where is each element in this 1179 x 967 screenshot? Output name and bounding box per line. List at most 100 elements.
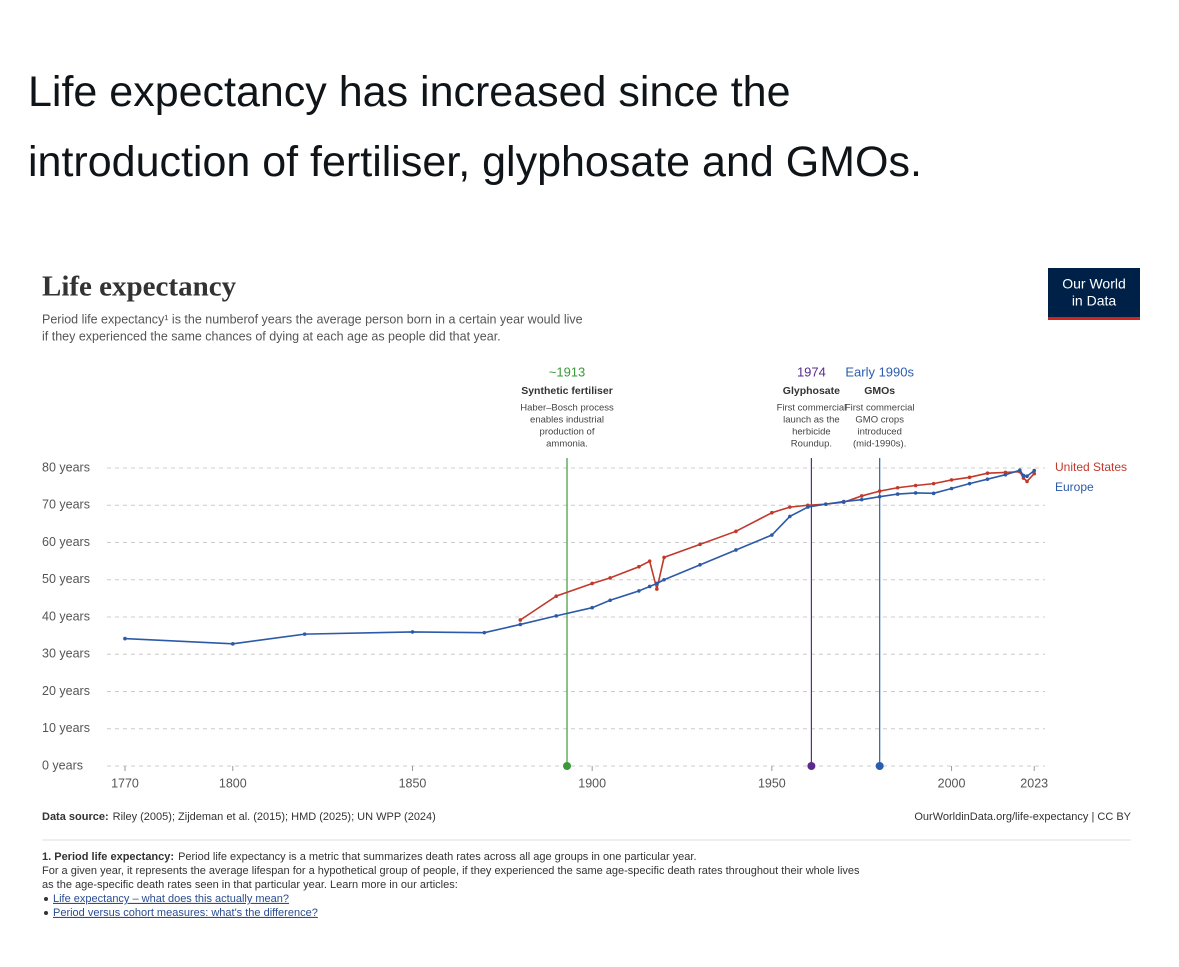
- footnote-text: For a given year, it represents the aver…: [42, 865, 860, 877]
- x-tick-label: 1770: [111, 776, 139, 790]
- annotation-title: GMOs: [864, 385, 895, 397]
- point: [895, 492, 900, 496]
- point: [967, 475, 972, 480]
- point: [949, 478, 954, 482]
- point: [698, 542, 702, 547]
- post-text: Life expectancy has increased since the: [28, 68, 791, 116]
- post-text: introduction of fertiliser, glyphosate a…: [28, 138, 922, 186]
- point: [985, 471, 990, 476]
- point: [518, 622, 523, 627]
- point: [931, 481, 936, 486]
- annotation-text: launch as the: [783, 415, 840, 426]
- footnote: 1. Period life expectancy: Period life ex…: [42, 851, 697, 863]
- annotation-text: enables industrial: [530, 415, 604, 426]
- point: [518, 618, 523, 622]
- point: [1003, 472, 1008, 477]
- point: [647, 584, 652, 589]
- point: [647, 559, 652, 563]
- y-tick-label: 20 years: [42, 684, 90, 698]
- legend-label: United States: [1055, 460, 1127, 474]
- source: Data source: Riley (2005); Zijdeman et al…: [42, 811, 436, 823]
- footnote-text: Period life expectancy is a metric that …: [178, 851, 696, 863]
- annotation-text: introduced: [857, 427, 901, 438]
- annotation-label: ~1913: [549, 364, 586, 379]
- footnote-text: as the age-specific death rates seen in …: [42, 879, 458, 891]
- point: [967, 481, 972, 486]
- point: [590, 581, 594, 586]
- annotation-text: production of: [540, 427, 595, 438]
- annotation-label: Early 1990s: [845, 364, 914, 379]
- logo-text: Our World: [1062, 276, 1126, 292]
- point: [913, 491, 918, 495]
- x-tick-label: 2000: [938, 776, 966, 790]
- annotation-title: Glyphosate: [783, 385, 840, 397]
- point: [655, 587, 659, 591]
- point: [1032, 471, 1037, 476]
- point: [770, 533, 774, 537]
- annotation-text: (mid-1990s).: [853, 439, 906, 450]
- point: [554, 594, 559, 598]
- point: [913, 483, 918, 488]
- bullet: [44, 897, 48, 901]
- annotation-text: herbicide: [792, 427, 831, 438]
- y-tick-label: 30 years: [42, 647, 90, 661]
- annotation-dot: [807, 762, 816, 770]
- point: [590, 605, 594, 610]
- point: [823, 502, 828, 506]
- point: [734, 529, 738, 534]
- point: [662, 555, 666, 560]
- point: [230, 642, 235, 646]
- legend-label: Europe: [1055, 480, 1094, 494]
- point: [302, 632, 307, 636]
- annotation-label: 1974: [797, 364, 826, 379]
- credit: OurWorldinData.org/life-expectancy | CC …: [914, 811, 1131, 823]
- point: [877, 494, 882, 499]
- annotation-text: Haber–Bosch process: [520, 403, 614, 414]
- point: [788, 505, 792, 509]
- x-tick-label: 1850: [399, 776, 427, 790]
- point: [1025, 479, 1029, 484]
- point: [1021, 473, 1026, 478]
- chart-title: Life expectancy: [42, 271, 237, 303]
- point: [985, 477, 990, 481]
- y-tick-label: 0 years: [42, 758, 83, 772]
- point: [1018, 468, 1022, 473]
- logo-bar: [1048, 317, 1140, 320]
- y-tick-label: 60 years: [42, 535, 90, 549]
- logo-text: in Data: [1072, 293, 1117, 309]
- x-tick-label: 2023: [1020, 776, 1048, 790]
- x-tick-label: 1900: [578, 776, 606, 790]
- annotation-dot: [563, 762, 572, 770]
- point: [949, 486, 954, 491]
- y-tick-label: 50 years: [42, 572, 90, 586]
- point: [608, 598, 612, 603]
- footnote-label: 1. Period life expectancy:: [42, 851, 174, 863]
- point: [1025, 474, 1029, 478]
- point: [123, 636, 127, 641]
- chart-subtitle: Period life expectancy¹ is the numberof …: [42, 312, 583, 326]
- source-text: Riley (2005); Zijdeman et al. (2015); HM…: [113, 811, 436, 823]
- point: [1032, 468, 1037, 473]
- y-tick-label: 40 years: [42, 609, 90, 623]
- point: [662, 577, 666, 582]
- point: [1021, 476, 1026, 480]
- point: [859, 497, 864, 502]
- point: [806, 505, 810, 509]
- point: [410, 630, 415, 634]
- chart-image[interactable]: [28, 240, 1150, 940]
- point: [734, 548, 738, 552]
- point: [841, 499, 846, 504]
- footnote-link[interactable]: Life expectancy – what does this actuall…: [53, 893, 289, 905]
- y-tick-label: 10 years: [42, 721, 90, 735]
- point: [698, 563, 702, 567]
- point: [788, 514, 792, 519]
- point: [859, 494, 864, 498]
- footnote-link[interactable]: Period versus cohort measures: what's th…: [53, 907, 318, 919]
- point: [931, 491, 936, 496]
- source-label: Data source:: [42, 811, 109, 823]
- point: [770, 510, 774, 515]
- x-tick-label: 1800: [219, 776, 247, 790]
- point: [637, 589, 641, 593]
- annotation-dot: [875, 762, 884, 770]
- annotation-text: ammonia.: [546, 439, 588, 450]
